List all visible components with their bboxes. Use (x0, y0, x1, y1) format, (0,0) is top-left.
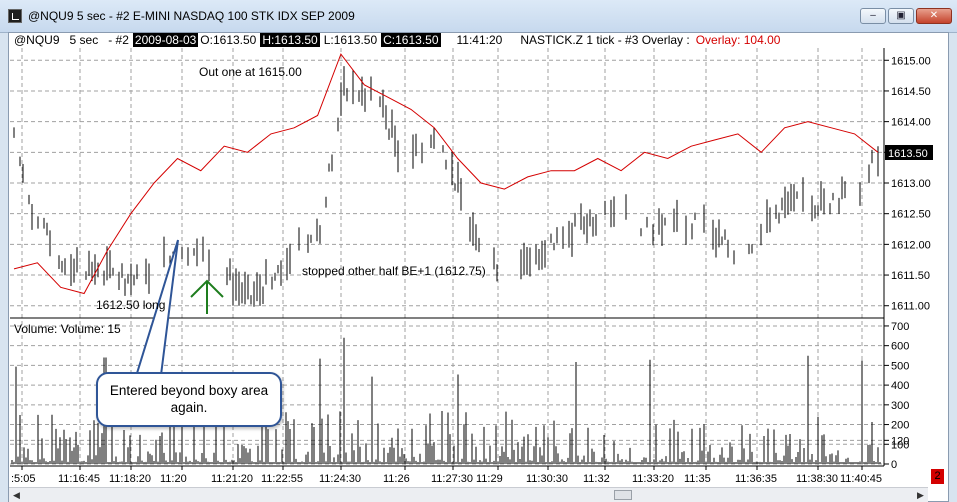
price-axis-ticks: 1615.00 1614.50 1614.00 1613.00 1612.50 1612.… (884, 55, 931, 313)
header-date: 2009-08-03 (132, 33, 199, 47)
close-button[interactable]: ✕ (916, 8, 952, 24)
last-price-label: 1613.50 (888, 148, 928, 160)
volume-tick-label: 120 (891, 435, 909, 447)
time-axis-ticks: :5:05 11:16:45 11:18:20 11:20 11:21:20 11:22:… (11, 466, 882, 485)
volume-bars (11, 337, 881, 464)
volume-tick-label: 600 (891, 341, 909, 353)
volume-tick-label: 300 (891, 400, 909, 412)
header-symbol: @NQU9 (14, 33, 60, 47)
time-tick-label: 11:40:45 (840, 473, 882, 485)
time-tick-label: 11:29 (476, 473, 503, 485)
overlay-line-path (13, 53, 879, 295)
price-tick-label: 1612.00 (891, 239, 931, 251)
volume-tick-label: 700 (891, 321, 909, 333)
time-tick-label: 11:32 (583, 473, 610, 485)
header-study: NASTICK.Z 1 tick - #3 Overlay : (520, 33, 690, 47)
annotation-stopped: stopped other half BE+1 (1612.75) (302, 264, 486, 278)
volume-tick-label: 200 (891, 420, 909, 432)
time-tick-label: 11:26 (383, 473, 410, 485)
header-close: C:1613.50 (381, 33, 441, 47)
price-tick-label: 1611.00 (891, 301, 930, 313)
time-tick-label: 11:27:30 (431, 473, 473, 485)
price-bars (13, 66, 879, 307)
scroll-thumb[interactable] (614, 490, 632, 500)
header-overlay-value: Overlay: 104.00 (695, 33, 781, 47)
volume-label: Volume: Volume: 15 (14, 322, 121, 336)
time-tick-label: 11:30:30 (526, 473, 568, 485)
time-tick-label: 11:24:30 (319, 473, 361, 485)
price-tick-label: 1612.50 (891, 209, 931, 221)
time-tick-label: 11:36:35 (735, 473, 777, 485)
volume-tick-label: 0 (891, 459, 897, 471)
chart-header: @NQU9 5 sec - #2 2009-08-03 O:1613.50 H:1613.… (14, 32, 790, 49)
header-open: O:1613.50 (200, 33, 257, 47)
header-time: 11:41:20 (456, 33, 503, 47)
time-tick-label: 11:16:45 (58, 473, 100, 485)
callout-note: Entered beyond boxy area again. (96, 372, 282, 427)
restore-button[interactable]: ▣ (888, 8, 914, 24)
chart-grid (10, 48, 884, 466)
time-tick-label: :5:05 (11, 473, 35, 485)
price-tick-label: 1614.00 (891, 117, 931, 129)
header-high: H:1613.50 (260, 33, 320, 47)
app-icon (8, 9, 22, 23)
annotation-out-one: Out one at 1615.00 (199, 65, 302, 79)
header-chart-no: - #2 (108, 33, 129, 47)
time-tick-label: 11:21:20 (211, 473, 253, 485)
annotation-long: 1612.50 long (96, 298, 166, 312)
last-price-marker: 1613.50 (885, 145, 933, 160)
corner-badge: 2 (931, 469, 944, 484)
time-tick-label: 11:35 (684, 473, 711, 485)
up-arrow-icon (190, 279, 224, 314)
header-interval: 5 sec (69, 33, 99, 47)
time-tick-label: 11:38:30 (796, 473, 838, 485)
volume-tick-label: 400 (891, 380, 909, 392)
volume-tick-label: 500 (891, 360, 909, 372)
volume-tick-label: 100 (891, 439, 909, 451)
window-title: @NQU9 5 sec - #2 E-MINI NASDAQ 100 STK I… (28, 9, 355, 23)
price-tick-label: 1615.00 (891, 55, 931, 67)
horizontal-scrollbar[interactable]: ◀ ▶ (9, 487, 928, 502)
price-tick-label: 1614.50 (891, 86, 931, 98)
header-low: L:1613.50 (323, 33, 378, 47)
time-tick-label: 11:22:55 (261, 473, 303, 485)
overlay-line (13, 53, 879, 295)
window-titlebar: @NQU9 5 sec - #2 E-MINI NASDAQ 100 STK I… (0, 0, 957, 33)
price-tick-label: 1613.00 (891, 178, 931, 190)
minimize-button[interactable]: – (860, 8, 886, 24)
price-tick-label: 1611.50 (891, 270, 930, 282)
scroll-right-icon[interactable]: ▶ (917, 490, 924, 500)
time-tick-label: 11:20 (160, 473, 187, 485)
time-tick-label: 11:33:20 (632, 473, 674, 485)
time-tick-label: 11:18:20 (109, 473, 151, 485)
scroll-left-icon[interactable]: ◀ (13, 490, 20, 500)
